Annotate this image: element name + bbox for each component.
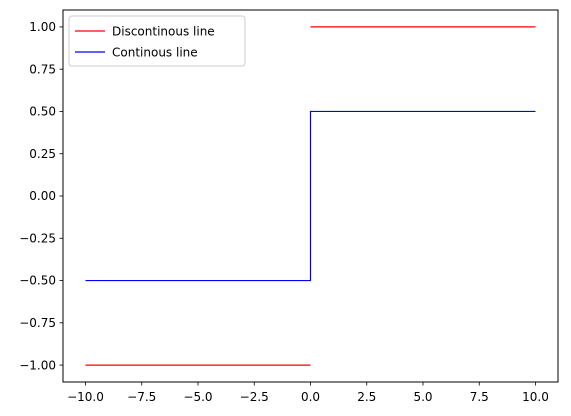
series-1-segment-0 [85, 110, 536, 282]
y-tick-label: −0.50 [19, 274, 56, 288]
y-tick-label: −1.00 [19, 358, 56, 372]
x-tick-label: 0.0 [301, 390, 320, 404]
y-tick-label: 0.50 [29, 105, 56, 119]
legend: Discontinous line Continous line [68, 15, 246, 67]
x-tick-label: −2.5 [240, 390, 269, 404]
x-tick-label: 10.0 [522, 390, 549, 404]
y-tick-label: 1.00 [29, 20, 56, 34]
x-tick-label: 2.5 [357, 390, 376, 404]
x-axis: −10.0 −7.5 −5.0 −2.5 0.0 2.5 5.0 7.5 10.0 [67, 382, 549, 404]
legend-box [68, 15, 246, 67]
y-tick-label: −0.25 [19, 231, 56, 245]
y-axis: −1.00 −0.75 −0.50 −0.25 0.00 0.25 0.50 0.75 1.00 [19, 20, 63, 372]
x-tick-label: 5.0 [413, 390, 432, 404]
legend-label-discontinous: Discontinous line [112, 25, 215, 39]
y-tick-label: 0.25 [29, 147, 56, 161]
x-tick-label: −10.0 [67, 390, 104, 404]
x-tick-label: 7.5 [470, 390, 489, 404]
x-tick-label: −7.5 [127, 390, 156, 404]
series-layer [85, 26, 536, 366]
legend-label-continous: Continous line [112, 46, 198, 60]
y-tick-label: −0.75 [19, 316, 56, 330]
x-tick-label: −5.0 [183, 390, 212, 404]
y-tick-label: 0.00 [29, 189, 56, 203]
y-tick-label: 0.75 [29, 62, 56, 76]
